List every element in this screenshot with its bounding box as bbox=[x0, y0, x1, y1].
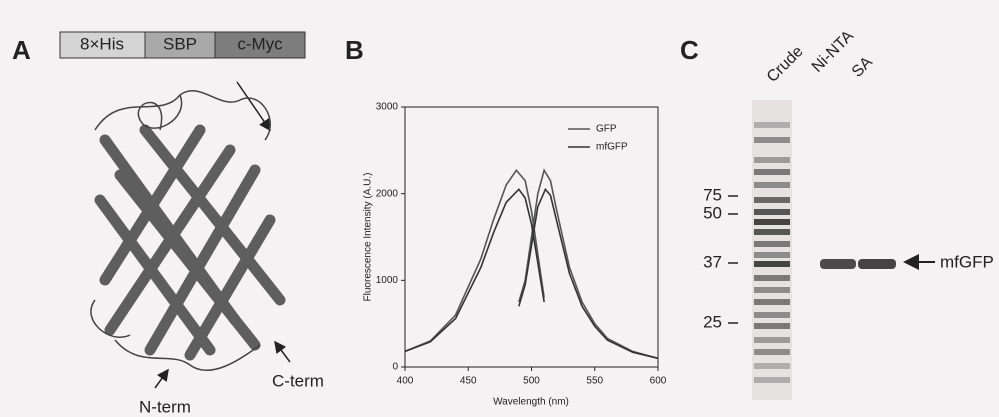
c-term-label: C-term bbox=[272, 371, 324, 390]
y-axis-label: Fluorescence Intensity (A.U.) bbox=[363, 173, 374, 302]
gel-band bbox=[754, 241, 790, 247]
protein-loops bbox=[90, 89, 271, 371]
tag-label: c-Myc bbox=[237, 34, 283, 53]
gel-band bbox=[754, 323, 790, 329]
gel-band bbox=[754, 261, 790, 267]
tag-label: 8×His bbox=[80, 34, 124, 53]
x-tick-label: 400 bbox=[397, 376, 414, 387]
gel-band bbox=[754, 275, 790, 281]
lane-label: SA bbox=[849, 53, 876, 80]
x-tick-label: 600 bbox=[650, 376, 667, 387]
n-term-label: N-term bbox=[139, 397, 191, 416]
gel-band bbox=[754, 219, 790, 225]
gel-band bbox=[754, 169, 790, 175]
y-tick-label: 3000 bbox=[376, 102, 399, 113]
gel-band bbox=[754, 349, 790, 355]
tag-box bbox=[214, 31, 306, 59]
gel-band bbox=[754, 137, 790, 143]
gel-band bbox=[820, 259, 856, 269]
gel-band bbox=[858, 259, 896, 269]
gel-band bbox=[754, 363, 790, 369]
x-tick-label: 500 bbox=[523, 376, 540, 387]
panel-label: A bbox=[12, 35, 31, 65]
x-tick-label: 450 bbox=[460, 376, 477, 387]
arrow bbox=[274, 340, 291, 363]
marker-label: 37 bbox=[703, 252, 722, 271]
lane-label: Crude bbox=[764, 43, 807, 86]
protein-structure bbox=[94, 124, 286, 361]
marker-label: 50 bbox=[703, 203, 722, 222]
gel-band bbox=[754, 122, 790, 128]
panel-label: C bbox=[680, 35, 699, 65]
gel-band bbox=[754, 312, 790, 318]
y-tick-label: 2000 bbox=[376, 188, 399, 199]
y-tick-label: 0 bbox=[392, 362, 398, 373]
y-tick-label: 1000 bbox=[376, 275, 399, 286]
x-axis-label: Wavelength (nm) bbox=[493, 397, 569, 408]
legend-label: GFP bbox=[596, 124, 617, 135]
line-series bbox=[404, 187, 659, 360]
panel-label: B bbox=[345, 35, 364, 65]
gel-band bbox=[754, 337, 790, 343]
arrow bbox=[236, 81, 271, 132]
marker-label: 75 bbox=[703, 185, 722, 204]
x-tick-label: 550 bbox=[586, 376, 603, 387]
gel-band bbox=[754, 252, 790, 258]
gel-bands bbox=[754, 122, 790, 383]
band-label: mfGFP bbox=[940, 252, 994, 271]
marker-label: 25 bbox=[703, 312, 722, 331]
gel-band bbox=[754, 209, 790, 215]
arrow bbox=[154, 368, 169, 389]
gel-band bbox=[754, 182, 790, 188]
legend-label: mfGFP bbox=[596, 142, 628, 153]
gel-band bbox=[754, 377, 790, 383]
gel-band bbox=[754, 157, 790, 163]
tag-label: SBP bbox=[163, 34, 197, 53]
gel-band bbox=[754, 287, 790, 293]
gel-band bbox=[754, 229, 790, 235]
tag-box bbox=[144, 31, 216, 59]
tag-box bbox=[59, 31, 146, 59]
line-series bbox=[404, 168, 659, 360]
gel-band bbox=[754, 299, 790, 305]
gel-band bbox=[754, 197, 790, 203]
